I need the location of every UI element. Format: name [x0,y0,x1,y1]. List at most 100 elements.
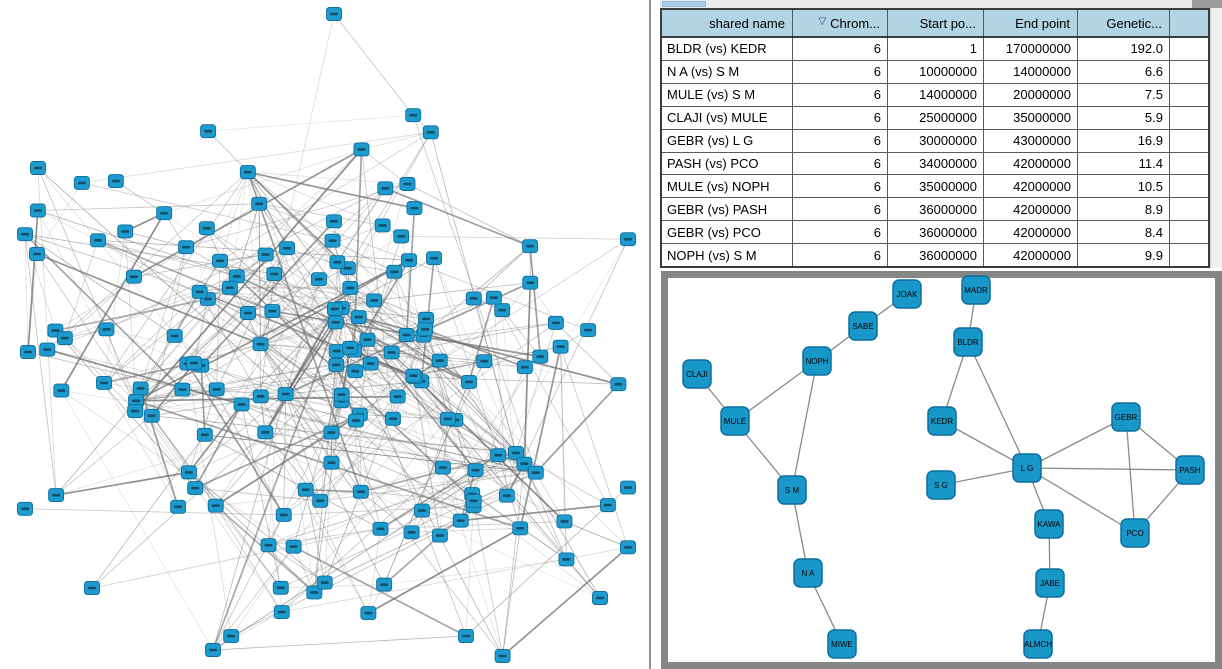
table-row[interactable]: MULE (vs) NOPH 6 35000000 42000000 10.5 [662,175,1208,199]
network-node[interactable] [458,629,474,643]
network-node[interactable] [48,488,65,503]
network-node[interactable] [599,498,616,513]
table-row[interactable]: GEBR (vs) PCO 6 36000000 42000000 8.4 [662,221,1208,245]
network-node[interactable] [465,493,482,508]
table-row[interactable]: N A (vs) S M 6 10000000 14000000 6.6 [662,60,1208,84]
network-node[interactable]: JABE [1035,568,1065,598]
network-node[interactable] [198,221,215,236]
network-node[interactable] [467,463,484,478]
table-vertical-scrollbar[interactable] [1210,8,1222,268]
network-node[interactable] [417,322,434,337]
network-node[interactable] [221,280,238,295]
network-node[interactable] [186,356,203,371]
network-node[interactable] [272,580,289,595]
network-node[interactable] [401,253,417,268]
network-node[interactable] [610,377,627,392]
network-node[interactable] [117,224,134,239]
network-node[interactable] [359,332,376,347]
network-node[interactable] [84,581,100,595]
network-node[interactable] [384,411,401,426]
network-node[interactable] [372,521,389,536]
network-node[interactable]: MULE [720,406,750,436]
main-network-canvas[interactable] [0,0,649,669]
network-node[interactable] [240,306,256,320]
network-node[interactable] [398,328,415,342]
network-node[interactable] [273,605,290,619]
network-node[interactable]: S M [777,475,807,505]
network-node[interactable] [350,310,367,325]
network-node[interactable] [233,397,250,412]
network-node[interactable] [490,448,507,463]
network-node[interactable]: PASH [1175,455,1205,485]
network-node[interactable] [326,214,342,229]
network-node[interactable] [405,108,422,123]
network-node[interactable] [403,525,420,540]
network-node[interactable] [485,290,502,305]
table-row[interactable]: BLDR (vs) KEDR 6 1 170000000 192.0 [662,38,1208,61]
network-node[interactable] [452,513,469,528]
network-node[interactable] [180,465,197,480]
network-node[interactable] [212,253,228,268]
column-header-shared-name[interactable]: shared name [662,10,793,36]
network-node[interactable] [170,499,187,514]
network-node[interactable]: N A [793,558,823,588]
network-node[interactable]: CLAJI [682,359,712,389]
network-node[interactable] [512,521,529,536]
network-node[interactable] [251,196,268,211]
network-node[interactable] [556,514,573,529]
network-node[interactable] [191,284,208,299]
network-node[interactable] [461,374,477,389]
network-node[interactable] [347,364,364,379]
network-node[interactable] [558,552,575,567]
network-node[interactable] [547,315,564,330]
network-node[interactable] [285,539,302,554]
network-node[interactable]: PCO [1120,518,1150,548]
table-row[interactable]: MULE (vs) S M 6 14000000 20000000 7.5 [662,83,1208,107]
network-node[interactable] [132,381,149,396]
network-node[interactable] [316,575,333,590]
network-node[interactable] [56,331,73,346]
network-node[interactable] [187,481,204,496]
network-node[interactable] [17,501,33,516]
network-node[interactable] [208,382,225,397]
network-node[interactable] [174,382,191,397]
network-node[interactable] [200,124,217,139]
network-node[interactable] [426,251,442,266]
network-node[interactable] [126,269,142,284]
network-node[interactable] [39,342,56,357]
network-node[interactable] [386,264,403,279]
network-node[interactable] [439,411,456,426]
network-node[interactable] [306,585,323,600]
table-row[interactable]: PASH (vs) PCO 6 34000000 42000000 11.4 [662,152,1208,176]
network-node[interactable] [196,427,213,442]
network-node[interactable] [352,484,369,499]
network-node[interactable] [264,304,281,319]
network-node[interactable]: SABE [848,311,878,341]
column-header-end-point[interactable]: End point [984,10,1078,36]
network-node[interactable] [377,181,394,196]
network-node[interactable] [494,649,511,663]
network-node[interactable] [20,345,36,359]
network-node[interactable] [333,387,350,402]
network-node[interactable] [348,413,364,428]
filter-icon[interactable]: ▽ [818,16,827,27]
network-node[interactable] [522,239,538,254]
panel-divider[interactable] [649,0,651,669]
network-node[interactable] [406,201,423,216]
network-node[interactable] [156,206,173,221]
network-node[interactable]: S G [926,470,956,500]
network-node[interactable] [342,281,359,295]
network-node[interactable]: ALMCH [1023,629,1053,659]
network-node[interactable] [328,357,345,372]
network-node[interactable] [324,233,341,248]
network-node[interactable] [580,323,597,338]
column-header-genetic[interactable]: Genetic... [1078,10,1170,36]
network-node[interactable] [516,360,533,375]
network-node[interactable] [127,404,144,418]
network-node[interactable] [275,508,292,522]
network-node[interactable] [53,383,70,398]
network-node[interactable] [476,354,493,369]
network-node[interactable] [205,643,221,657]
network-node[interactable] [494,303,511,318]
network-node[interactable] [29,247,45,261]
